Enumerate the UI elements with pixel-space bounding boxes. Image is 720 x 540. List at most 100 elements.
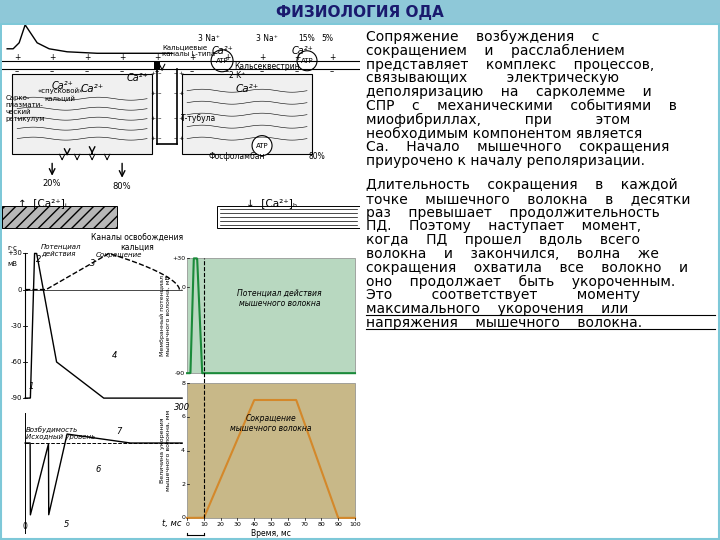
- Circle shape: [297, 51, 317, 71]
- Text: Фосфоламбан: Фосфоламбан: [209, 152, 266, 161]
- Text: –: –: [174, 116, 177, 122]
- Text: Ca²⁺: Ca²⁺: [81, 84, 104, 94]
- Text: +: +: [150, 91, 156, 96]
- Text: оно    продолжает    быть    укороченным.: оно продолжает быть укороченным.: [366, 275, 675, 289]
- Text: +: +: [189, 53, 195, 62]
- Text: Кальсеквестрин: Кальсеквестрин: [234, 62, 300, 71]
- Text: 80%: 80%: [309, 152, 325, 161]
- Text: сокращением    и    расслаблением: сокращением и расслаблением: [366, 44, 625, 58]
- Text: Т-тубула: Т-тубула: [181, 114, 216, 123]
- Text: г·с: г·с: [7, 245, 17, 252]
- Bar: [7, 413, 182, 533]
- Text: –: –: [15, 68, 19, 76]
- Text: +: +: [329, 53, 336, 62]
- Text: Ca²⁺: Ca²⁺: [211, 46, 233, 56]
- Text: мВ: мВ: [7, 261, 17, 267]
- Text: волокна    и    закончился,    волна    же: волокна и закончился, волна же: [366, 247, 659, 261]
- Text: –: –: [50, 68, 54, 76]
- Text: когда    ПД    прошел    вдоль    всего: когда ПД прошел вдоль всего: [366, 233, 640, 247]
- Text: миофибриллах,          при          этом: миофибриллах, при этом: [366, 113, 630, 127]
- Text: представляет    комплекс    процессов,: представляет комплекс процессов,: [366, 58, 654, 72]
- Text: 0: 0: [23, 522, 27, 531]
- Text: –: –: [155, 68, 159, 76]
- Text: -90: -90: [11, 395, 22, 401]
- Text: 5%: 5%: [321, 35, 333, 43]
- Text: +: +: [84, 53, 90, 62]
- Text: ФИЗИОЛОГИЯ ОДА: ФИЗИОЛОГИЯ ОДА: [276, 4, 444, 19]
- Text: 3 Na⁺: 3 Na⁺: [198, 35, 220, 43]
- Text: 8: 8: [181, 381, 185, 386]
- Text: 0: 0: [185, 522, 189, 527]
- Text: Сокращение: Сокращение: [96, 252, 143, 258]
- Text: Потенциал
действия: Потенциал действия: [41, 243, 81, 256]
- Text: –: –: [174, 71, 177, 77]
- Text: 0: 0: [181, 515, 185, 521]
- Text: СПР    с    механическими    событиями    в: СПР с механическими событиями в: [366, 99, 677, 113]
- Text: +: +: [179, 116, 184, 121]
- Text: +: +: [49, 53, 55, 62]
- Text: 90: 90: [334, 522, 342, 527]
- Text: 30: 30: [233, 522, 241, 527]
- Text: 80%: 80%: [113, 182, 132, 191]
- Text: Сарко-
плазмати-
ческий
ретикулум: Сарко- плазмати- ческий ретикулум: [5, 95, 45, 122]
- Text: –: –: [174, 136, 177, 141]
- Text: 70: 70: [301, 522, 309, 527]
- Text: деполяризацию    на    сарколемме    и: деполяризацию на сарколемме и: [366, 85, 652, 99]
- Text: –: –: [225, 68, 229, 76]
- Text: 6: 6: [96, 465, 101, 475]
- Text: +30: +30: [172, 256, 185, 261]
- Text: 3: 3: [91, 259, 96, 267]
- Text: Возбудимость
Исходный уровень: Возбудимость Исходный уровень: [26, 426, 95, 440]
- Text: 2 K⁺: 2 K⁺: [229, 71, 246, 80]
- Text: ПД.    Поэтому    наступает    момент,: ПД. Поэтому наступает момент,: [366, 219, 641, 233]
- Text: 0: 0: [181, 285, 185, 289]
- Text: ATP: ATP: [301, 58, 313, 64]
- Bar: [154, 61, 160, 70]
- Text: связывающих         электрическую: связывающих электрическую: [366, 71, 619, 85]
- Text: –: –: [85, 68, 89, 76]
- Text: 100: 100: [349, 522, 361, 527]
- Text: -90: -90: [175, 370, 185, 376]
- Text: 0: 0: [18, 287, 22, 293]
- Bar: [187, 258, 355, 373]
- Text: максимального    укорочения    или: максимального укорочения или: [366, 302, 629, 316]
- Text: +: +: [150, 136, 156, 141]
- Text: 50: 50: [267, 522, 275, 527]
- Text: Ca²⁺: Ca²⁺: [291, 46, 313, 56]
- Text: 2: 2: [35, 255, 41, 264]
- Text: 300: 300: [174, 403, 190, 412]
- Text: –: –: [158, 91, 161, 97]
- Text: ↑  [Ca²⁺]ᵢ: ↑ [Ca²⁺]ᵢ: [18, 199, 66, 208]
- Text: приурочено к началу реполяризации.: приурочено к началу реполяризации.: [366, 154, 645, 168]
- Circle shape: [252, 136, 272, 156]
- Text: +: +: [154, 53, 161, 62]
- Text: +: +: [119, 53, 125, 62]
- Text: Ca²⁺: Ca²⁺: [126, 73, 148, 83]
- Text: –: –: [295, 68, 299, 76]
- Text: –: –: [260, 68, 264, 76]
- Text: 3 Na⁺: 3 Na⁺: [256, 35, 278, 43]
- Text: +: +: [179, 91, 184, 96]
- Bar: [2, 206, 117, 228]
- Text: Сопряжение    возбуждения    с: Сопряжение возбуждения с: [366, 30, 599, 44]
- Text: Величина укорения
мышечного волокна, мм: Величина укорения мышечного волокна, мм: [160, 410, 171, 491]
- Text: +30: +30: [7, 251, 22, 256]
- Text: 1: 1: [29, 382, 34, 390]
- Text: Ca²⁺: Ca²⁺: [235, 84, 258, 94]
- Text: 60: 60: [284, 522, 292, 527]
- Text: +: +: [150, 116, 156, 121]
- Text: 6: 6: [181, 414, 185, 420]
- Text: 20%: 20%: [43, 179, 61, 188]
- Text: Время, мс: Время, мс: [251, 529, 291, 538]
- Bar: [0, 0, 720, 24]
- Text: –: –: [174, 91, 177, 97]
- Text: ATP: ATP: [216, 58, 228, 64]
- Text: Ca²⁺: Ca²⁺: [51, 80, 73, 91]
- Text: –: –: [120, 68, 125, 76]
- Text: ↓  [Ca²⁺]ₕ: ↓ [Ca²⁺]ₕ: [246, 199, 297, 208]
- Text: 80: 80: [318, 522, 325, 527]
- Text: –: –: [190, 68, 194, 76]
- Bar: [7, 253, 182, 398]
- Text: 4: 4: [181, 448, 185, 453]
- Text: Потенциал действия
мышечного волокна: Потенциал действия мышечного волокна: [237, 289, 322, 308]
